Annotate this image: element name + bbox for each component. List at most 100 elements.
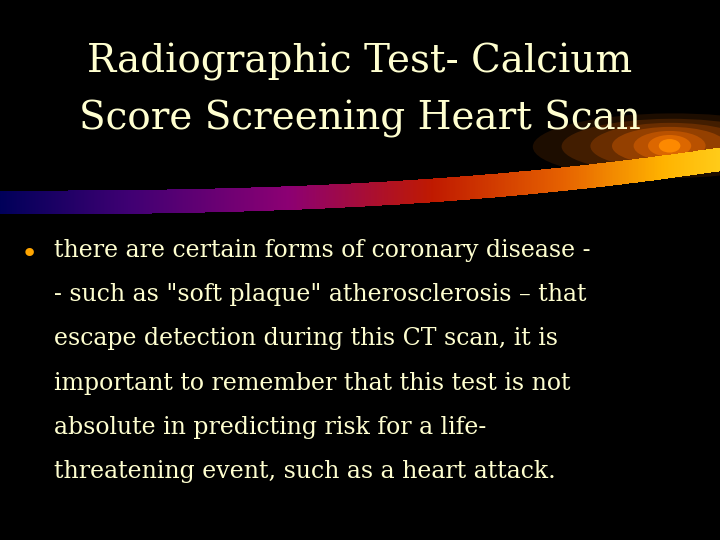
Polygon shape <box>224 188 225 212</box>
Polygon shape <box>638 159 639 183</box>
Polygon shape <box>179 190 181 213</box>
Polygon shape <box>320 185 322 208</box>
Polygon shape <box>538 170 539 193</box>
Polygon shape <box>407 180 408 204</box>
Polygon shape <box>390 181 391 205</box>
Polygon shape <box>164 190 166 213</box>
Polygon shape <box>655 157 657 180</box>
Polygon shape <box>99 190 101 214</box>
Polygon shape <box>418 179 420 203</box>
Polygon shape <box>583 165 585 189</box>
Polygon shape <box>573 166 575 190</box>
Polygon shape <box>237 188 238 212</box>
Text: there are certain forms of coronary disease -: there are certain forms of coronary dise… <box>54 239 590 262</box>
Polygon shape <box>382 181 384 205</box>
Polygon shape <box>286 186 287 210</box>
Polygon shape <box>157 190 158 213</box>
Polygon shape <box>63 191 65 214</box>
Polygon shape <box>377 182 378 206</box>
Polygon shape <box>201 189 202 213</box>
Polygon shape <box>596 164 598 187</box>
Polygon shape <box>94 191 95 214</box>
Polygon shape <box>592 164 593 188</box>
Polygon shape <box>112 190 114 214</box>
Polygon shape <box>420 179 421 203</box>
Polygon shape <box>424 179 426 203</box>
Polygon shape <box>222 188 224 212</box>
Polygon shape <box>191 189 192 213</box>
Polygon shape <box>459 177 460 200</box>
Polygon shape <box>532 170 534 194</box>
Polygon shape <box>625 160 626 184</box>
Polygon shape <box>208 188 210 212</box>
Polygon shape <box>210 188 211 212</box>
Polygon shape <box>82 191 84 214</box>
Polygon shape <box>697 151 698 174</box>
Polygon shape <box>636 159 638 183</box>
Polygon shape <box>88 191 89 214</box>
Polygon shape <box>490 174 492 198</box>
Polygon shape <box>600 163 602 187</box>
Polygon shape <box>86 191 88 214</box>
Polygon shape <box>49 191 50 214</box>
Polygon shape <box>539 170 541 193</box>
Polygon shape <box>132 190 134 214</box>
Polygon shape <box>572 166 573 190</box>
Polygon shape <box>423 179 424 203</box>
Polygon shape <box>355 183 356 207</box>
Polygon shape <box>17 191 19 214</box>
Polygon shape <box>677 153 678 177</box>
Polygon shape <box>204 189 205 213</box>
Polygon shape <box>654 157 655 180</box>
Polygon shape <box>467 176 469 200</box>
Polygon shape <box>188 189 189 213</box>
Polygon shape <box>552 168 553 192</box>
Polygon shape <box>546 169 547 193</box>
Polygon shape <box>503 173 505 197</box>
Polygon shape <box>359 183 361 207</box>
Polygon shape <box>671 154 672 178</box>
Polygon shape <box>303 186 305 210</box>
Polygon shape <box>16 191 17 214</box>
Polygon shape <box>336 184 338 208</box>
Polygon shape <box>266 187 267 211</box>
Polygon shape <box>405 180 407 204</box>
Polygon shape <box>549 168 550 192</box>
Polygon shape <box>477 175 479 199</box>
Polygon shape <box>687 152 688 176</box>
Polygon shape <box>95 190 96 214</box>
Polygon shape <box>626 160 628 184</box>
Polygon shape <box>19 191 20 214</box>
Polygon shape <box>176 190 177 213</box>
Polygon shape <box>234 188 235 212</box>
Ellipse shape <box>533 113 720 178</box>
Polygon shape <box>318 185 319 209</box>
Polygon shape <box>33 191 35 214</box>
Polygon shape <box>457 177 459 200</box>
Polygon shape <box>717 148 719 172</box>
Polygon shape <box>0 191 1 214</box>
Polygon shape <box>450 177 451 201</box>
Polygon shape <box>108 190 109 214</box>
Polygon shape <box>75 191 76 214</box>
Polygon shape <box>127 190 128 214</box>
Polygon shape <box>608 163 609 186</box>
Polygon shape <box>271 187 273 211</box>
Polygon shape <box>42 191 43 214</box>
Polygon shape <box>12 191 13 214</box>
Polygon shape <box>184 189 185 213</box>
Polygon shape <box>141 190 143 214</box>
Polygon shape <box>562 167 563 191</box>
Polygon shape <box>374 182 375 206</box>
Polygon shape <box>35 191 36 214</box>
Polygon shape <box>168 190 170 213</box>
Polygon shape <box>381 182 382 206</box>
Polygon shape <box>134 190 135 214</box>
Polygon shape <box>522 171 523 195</box>
Polygon shape <box>662 156 664 179</box>
Polygon shape <box>167 190 168 213</box>
Polygon shape <box>486 174 487 198</box>
Polygon shape <box>59 191 60 214</box>
Polygon shape <box>247 187 248 211</box>
Polygon shape <box>251 187 253 211</box>
